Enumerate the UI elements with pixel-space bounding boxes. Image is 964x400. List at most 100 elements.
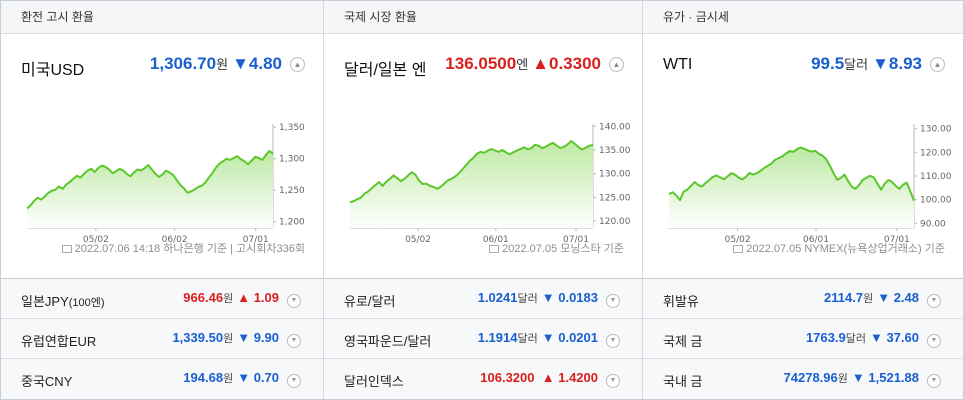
expand-chevron-icon[interactable]: ▼ (287, 374, 301, 388)
expand-chevron-icon[interactable]: ▼ (927, 294, 941, 308)
main-quote-panel: WTI 99.5달러 ▼8.93 ▲ 90.00 100.00 110.00 120.00 13… (643, 34, 963, 278)
quote-name-text: 휘발유 (663, 294, 699, 309)
quote-values: 194.68원 ▼ 0.70 ▼ (183, 370, 301, 388)
quote-unit: 원 (223, 373, 234, 385)
main-quote-name: WTI (663, 56, 693, 73)
quote-row[interactable]: 국내 금 74278.96원 ▼ 1,521.88 ▼ (643, 359, 963, 399)
collapse-chevron-icon[interactable]: ▲ (930, 57, 945, 72)
quote-name-text: 유로/달러 (344, 294, 396, 309)
quote-row[interactable]: 중국CNY 194.68원 ▼ 0.70 ▼ (1, 359, 323, 399)
quote-name-text: 달러인덱스 (344, 374, 404, 389)
quote-value: 2114.7 (824, 290, 864, 305)
collapse-chevron-icon[interactable]: ▲ (609, 57, 624, 72)
expand-chevron-icon[interactable]: ▼ (927, 374, 941, 388)
main-quote-row[interactable]: 미국USD 1,306.70원 ▼4.80 ▲ (21, 52, 305, 79)
calendar-icon (733, 245, 744, 253)
main-quote-value: 1,306.70 (149, 54, 217, 73)
column-3: 유가 · 금시세 WTI 99.5달러 ▼8.93 ▲ 90.00 100.00 110.00… (642, 1, 963, 399)
x-tick-label: 07/01 (243, 235, 269, 245)
main-quote-change: 8.93 (888, 54, 922, 73)
main-quote-panel: 미국USD 1,306.70원 ▼4.80 ▲ 1,200 1,250 1,300 1,350… (1, 34, 323, 278)
y-tick-label: 125.00 (599, 193, 631, 203)
quote-value: 1,339.50 (172, 330, 224, 345)
main-quote-values: 99.5달러 ▼8.93 ▲ (811, 54, 945, 74)
main-quote-row[interactable]: 달러/일본 엔 136.0500엔 ▲0.3300 ▲ (344, 52, 624, 79)
quote-value: 1.0241 (477, 290, 518, 305)
column-header: 유가 · 금시세 (643, 1, 963, 34)
quote-change: 37.60 (886, 330, 919, 345)
expand-chevron-icon[interactable]: ▼ (287, 334, 301, 348)
quote-row[interactable]: 유로/달러 1.0241달러 ▼ 0.0183 ▼ (324, 279, 642, 319)
quote-unit: 달러 (517, 293, 538, 305)
quote-change: 0.0183 (558, 290, 598, 305)
quote-value: 194.68 (183, 370, 224, 385)
y-tick-label: 1,300 (279, 155, 305, 165)
quote-row[interactable]: 국제 금 1763.9달러 ▼ 37.60 ▼ (643, 319, 963, 359)
quote-value: 1.1914 (477, 330, 518, 345)
main-quote-row[interactable]: WTI 99.5달러 ▼8.93 ▲ (663, 52, 945, 78)
y-tick-label: 135.00 (599, 146, 631, 156)
calendar-icon (489, 245, 500, 253)
quote-values: 1.0241달러 ▼ 0.0183 ▼ (478, 290, 620, 308)
quote-values: 106.3200 ▲ 1.4200 ▼ (480, 370, 620, 388)
quote-row[interactable]: 유럽연합EUR 1,339.50원 ▼ 9.90 ▼ (1, 319, 323, 359)
expand-chevron-icon[interactable]: ▼ (927, 334, 941, 348)
quote-row[interactable]: 휘발유 2114.7원 ▼ 2.48 ▼ (643, 279, 963, 319)
main-quote-unit: 원 (216, 57, 229, 72)
y-tick-label: 130.00 (920, 125, 952, 135)
expand-chevron-icon[interactable]: ▼ (287, 294, 301, 308)
expand-chevron-icon[interactable]: ▼ (606, 334, 620, 348)
arrow-down-icon: ▼ (237, 370, 251, 385)
quote-unit: 원 (223, 333, 234, 345)
quote-row[interactable]: 달러인덱스 106.3200 ▲ 1.4200 ▼ (324, 359, 642, 399)
series-area (350, 141, 593, 228)
quote-unit: 달러 (517, 333, 538, 345)
price-chart[interactable]: 90.00 100.00 110.00 120.00 130.00 05/02 06/01 0… (643, 106, 964, 256)
arrow-up-icon: ▲ (237, 290, 251, 305)
quote-value: 74278.96 (783, 370, 838, 385)
quote-row[interactable]: 일본JPY(100엔) 966.46원 ▲ 1.09 ▼ (1, 279, 323, 319)
quote-name: 유럽연합EUR (21, 331, 96, 350)
quote-change: 9.90 (253, 330, 279, 345)
main-quote-panel: 달러/일본 엔 136.0500엔 ▲0.3300 ▲ 120.00 125.00 130.… (324, 34, 642, 278)
y-tick-label: 1,200 (279, 218, 305, 228)
quote-name: 중국CNY (21, 371, 72, 390)
quote-values: 74278.96원 ▼ 1,521.88 ▼ (784, 370, 941, 388)
y-tick-label: 1,250 (279, 186, 305, 196)
arrow-down-icon: ▼ (872, 54, 889, 73)
y-tick-label: 110.00 (920, 172, 952, 182)
main-quote-unit: 엔 (516, 57, 529, 72)
quote-change: 0.70 (253, 370, 279, 385)
quote-unit: 원 (863, 293, 874, 305)
price-chart[interactable]: 1,200 1,250 1,300 1,350 05/02 06/02 07/01 (1, 106, 323, 256)
quote-values: 2114.7원 ▼ 2.48 ▼ (824, 290, 941, 308)
quote-change: 1.09 (253, 290, 279, 305)
x-tick-label: 05/02 (83, 235, 109, 245)
main-quote-name: 미국USD (21, 62, 85, 79)
x-tick-label: 07/01 (563, 235, 589, 245)
series-area (27, 151, 273, 228)
y-tick-label: 120.00 (599, 217, 631, 227)
y-tick-label: 90.00 (920, 219, 946, 229)
quote-value: 1763.9 (805, 330, 846, 345)
arrow-up-icon: ▲ (541, 370, 555, 385)
quote-name: 국제 금 (663, 331, 703, 350)
expand-chevron-icon[interactable]: ▼ (606, 374, 620, 388)
x-tick-label: 05/02 (725, 235, 751, 245)
column-1: 환전 고시 환율 미국USD 1,306.70원 ▼4.80 ▲ 1,200 1,250 1,… (1, 1, 323, 399)
quote-name-sub: (100엔) (68, 297, 105, 309)
y-tick-label: 1,350 (279, 123, 305, 133)
expand-chevron-icon[interactable]: ▼ (606, 294, 620, 308)
quote-row[interactable]: 영국파운드/달러 1.1914달러 ▼ 0.0201 ▼ (324, 319, 642, 359)
source-text: 2022.07.06 14:18 하나은행 기준 | 고시회차336회 (74, 243, 305, 255)
quote-name-text: 일본JPY (21, 294, 69, 309)
collapse-chevron-icon[interactable]: ▲ (290, 57, 305, 72)
quote-unit: 원 (223, 293, 234, 305)
quote-name: 일본JPY(100엔) (21, 291, 105, 310)
x-tick-label: 06/01 (483, 235, 509, 245)
price-chart[interactable]: 120.00 125.00 130.00 135.00 140.00 05/02 06/01… (324, 106, 643, 256)
quote-list: 휘발유 2114.7원 ▼ 2.48 ▼ 국제 금 1763.9달러 ▼ 37.60 ▼ 국내 … (643, 278, 963, 399)
main-quote-change: 4.80 (248, 54, 282, 73)
quote-change: 1,521.88 (868, 370, 919, 385)
y-tick-label: 140.00 (599, 122, 631, 132)
